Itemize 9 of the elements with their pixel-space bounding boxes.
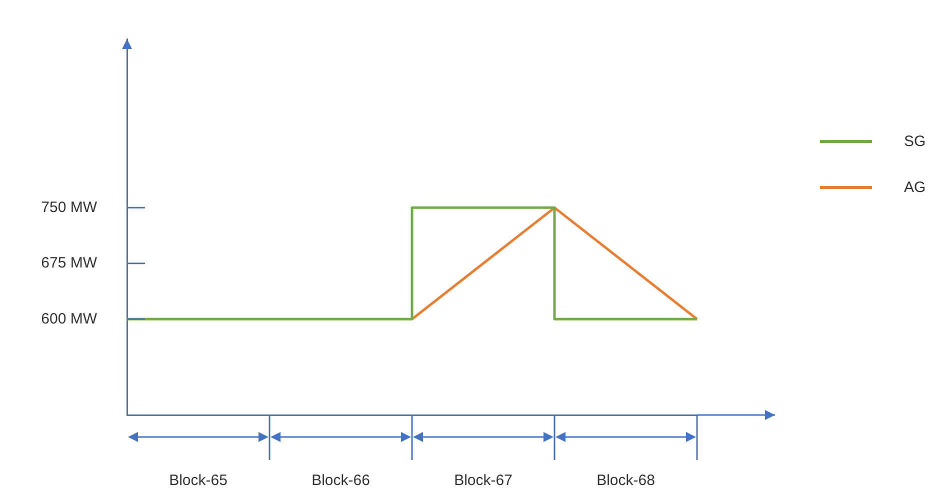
x-tick-label: Block-68 — [596, 472, 655, 490]
y-tick-label: 600 MW — [41, 310, 98, 328]
x-tick-label: Block-66 — [312, 472, 370, 490]
legend-label: SG — [904, 132, 926, 150]
y-tick-label: 750 MW — [41, 198, 98, 216]
legend-label: AG — [904, 178, 926, 196]
x-tick-label: Block-65 — [169, 472, 228, 490]
x-tick-label: Block-67 — [454, 472, 512, 490]
y-tick-label: 675 MW — [41, 254, 98, 272]
